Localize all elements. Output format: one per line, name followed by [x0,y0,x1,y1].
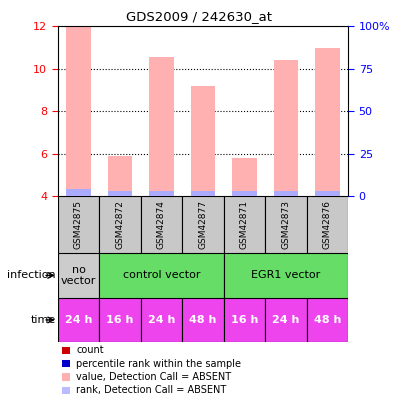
Bar [182,196,224,253]
Text: GSM42875: GSM42875 [74,200,83,249]
Bar [191,86,215,196]
Text: GSM42876: GSM42876 [323,200,332,249]
Text: value, Detection Call = ABSENT: value, Detection Call = ABSENT [76,372,232,382]
Bar [182,298,224,342]
Text: count: count [76,345,104,355]
Text: infection: infection [7,271,56,280]
Text: 24 h: 24 h [65,315,92,325]
Text: 48 h: 48 h [189,315,217,325]
Bar [66,189,91,196]
Text: time: time [31,315,56,325]
Text: percentile rank within the sample: percentile rank within the sample [76,359,242,369]
Text: 48 h: 48 h [314,315,341,325]
Text: GSM42873: GSM42873 [281,200,291,249]
Bar [149,191,174,196]
Bar [107,156,133,196]
Bar [224,253,348,298]
Text: 24 h: 24 h [272,315,300,325]
Bar [66,26,91,196]
Bar [58,196,99,253]
Bar [224,196,265,253]
Text: 16 h: 16 h [231,315,258,325]
Bar [315,191,340,196]
Text: control vector: control vector [123,271,200,280]
Bar [58,298,99,342]
Text: no
vector: no vector [61,264,96,286]
Text: 16 h: 16 h [106,315,134,325]
Bar [99,196,141,253]
Text: GDS2009 / 242630_at: GDS2009 / 242630_at [126,10,272,23]
Bar [149,57,174,196]
Bar [232,191,257,196]
Bar [307,298,348,342]
Bar [273,60,298,196]
Bar [141,298,182,342]
Bar [265,196,307,253]
Text: EGR1 vector: EGR1 vector [252,271,321,280]
Bar [99,298,141,342]
Text: GSM42877: GSM42877 [199,200,207,249]
Text: GSM42872: GSM42872 [115,200,125,249]
Bar [191,191,215,196]
Text: rank, Detection Call = ABSENT: rank, Detection Call = ABSENT [76,386,227,395]
Text: 24 h: 24 h [148,315,175,325]
Bar [99,253,224,298]
Bar [315,47,340,196]
Bar [141,196,182,253]
Bar [107,191,133,196]
Bar [265,298,307,342]
Bar [58,253,99,298]
Bar [224,298,265,342]
Text: GSM42871: GSM42871 [240,200,249,249]
Text: GSM42874: GSM42874 [157,200,166,249]
Bar [307,196,348,253]
Bar [273,191,298,196]
Bar [232,158,257,196]
